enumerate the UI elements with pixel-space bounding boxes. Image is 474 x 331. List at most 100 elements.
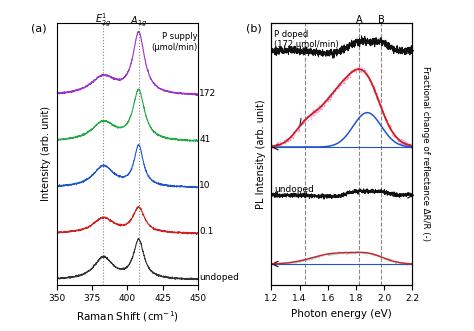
Text: $E^1_{2g}$: $E^1_{2g}$: [95, 11, 112, 29]
Point: [284, 137, 292, 143]
Text: P doped
(172 μmol/min): P doped (172 μmol/min): [274, 29, 339, 49]
Point: [392, 260, 399, 265]
Point: [280, 260, 288, 265]
Point: [375, 253, 383, 258]
Point: [360, 249, 368, 255]
Point: [276, 261, 284, 266]
Point: [387, 258, 394, 263]
Point: [342, 249, 349, 254]
Point: [360, 251, 368, 256]
Point: [347, 250, 355, 255]
Point: [315, 253, 323, 259]
Point: [301, 116, 309, 121]
Point: [334, 85, 342, 90]
Point: [384, 256, 392, 261]
Point: [310, 110, 318, 115]
Point: [394, 260, 401, 265]
Point: [307, 115, 315, 120]
Point: [400, 259, 407, 264]
Point: [326, 93, 334, 98]
Point: [402, 142, 410, 148]
Point: [318, 107, 325, 112]
Point: [302, 116, 310, 121]
Point: [313, 254, 320, 260]
Point: [283, 260, 291, 266]
Point: [345, 73, 352, 78]
Point: [268, 260, 275, 266]
Point: [298, 121, 306, 126]
Point: [328, 90, 336, 95]
Point: [306, 111, 313, 116]
Point: [318, 104, 325, 109]
Point: [327, 92, 335, 97]
Point: [320, 102, 328, 108]
Point: [283, 260, 291, 266]
Point: [358, 250, 366, 255]
Point: [393, 136, 401, 142]
Point: [278, 141, 285, 146]
Point: [324, 95, 331, 100]
Point: [270, 143, 277, 148]
Point: [275, 142, 283, 147]
Point: [291, 260, 299, 265]
Point: [295, 128, 302, 133]
Point: [325, 96, 333, 102]
Point: [278, 261, 285, 266]
Point: [308, 256, 316, 261]
Point: [363, 252, 370, 257]
Point: [306, 256, 313, 261]
Point: [376, 255, 384, 260]
Point: [276, 261, 283, 266]
Point: [391, 133, 398, 138]
Point: [288, 260, 296, 265]
Point: [386, 126, 393, 131]
Point: [293, 126, 301, 132]
Point: [346, 249, 354, 255]
Point: [325, 251, 332, 257]
Point: [312, 109, 320, 115]
Point: [372, 90, 380, 95]
Point: [391, 133, 398, 139]
Point: [362, 70, 369, 75]
Point: [298, 122, 305, 127]
Point: [373, 252, 380, 258]
Text: (a): (a): [31, 23, 47, 33]
Point: [289, 132, 296, 138]
Point: [344, 250, 352, 256]
Point: [329, 92, 337, 97]
Point: [318, 253, 326, 258]
Point: [376, 103, 383, 108]
Point: [397, 140, 404, 146]
Point: [281, 260, 289, 266]
Point: [299, 258, 307, 263]
Point: [340, 80, 347, 85]
Point: [360, 251, 367, 256]
Point: [370, 252, 377, 257]
Point: [280, 138, 288, 143]
Point: [275, 261, 283, 267]
Point: [326, 252, 333, 257]
Point: [340, 80, 347, 86]
Point: [374, 253, 382, 258]
Point: [397, 138, 405, 143]
Text: $I$: $I$: [298, 116, 302, 128]
Point: [289, 260, 296, 266]
Point: [277, 260, 284, 265]
Point: [327, 252, 334, 257]
Point: [294, 128, 301, 134]
Point: [398, 136, 405, 141]
Point: [385, 124, 393, 129]
Point: [400, 137, 407, 143]
Point: [271, 260, 278, 265]
Point: [334, 249, 342, 255]
Point: [327, 94, 335, 99]
Point: [303, 114, 311, 119]
Point: [325, 251, 332, 257]
Point: [329, 89, 337, 95]
Point: [405, 261, 413, 266]
Point: [383, 258, 391, 263]
Point: [382, 256, 389, 261]
Point: [396, 138, 403, 143]
Point: [338, 77, 346, 82]
Point: [383, 256, 391, 261]
